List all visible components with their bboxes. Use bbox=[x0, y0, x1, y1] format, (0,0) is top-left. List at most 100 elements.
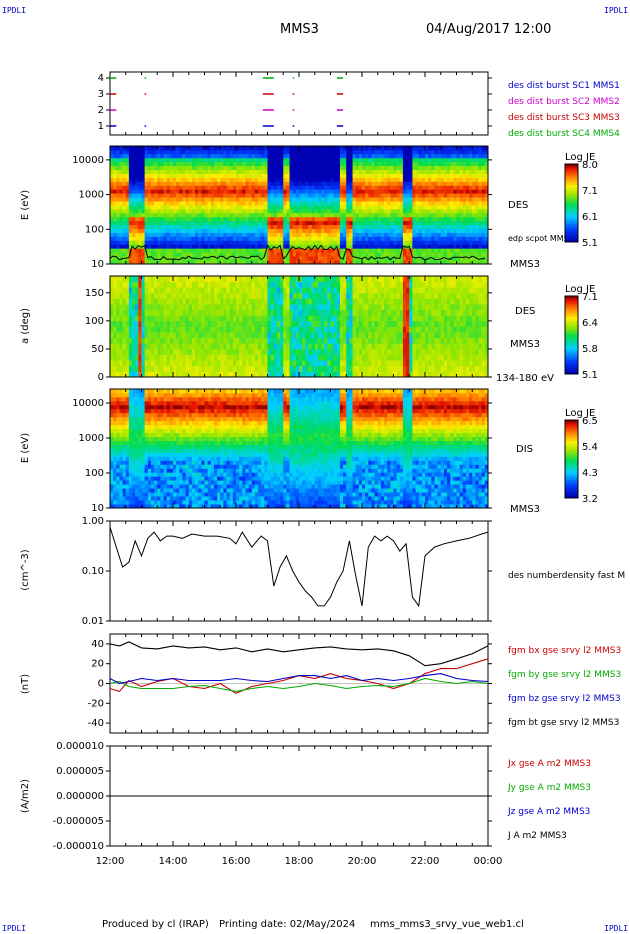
des_energy-cell bbox=[248, 146, 253, 151]
des_energy-cell bbox=[210, 169, 215, 174]
des_pitch-cell bbox=[302, 360, 306, 367]
des_energy-cell bbox=[387, 149, 391, 155]
des_pitch-cell bbox=[292, 281, 297, 288]
des_energy-cell bbox=[314, 169, 319, 174]
des_pitch-cell bbox=[210, 287, 215, 294]
des_pitch-cell bbox=[147, 354, 152, 361]
des_energy-cell bbox=[286, 216, 290, 222]
des_energy-cell bbox=[399, 149, 404, 155]
des_pitch-cell bbox=[229, 320, 234, 327]
des_energy-cell bbox=[425, 181, 429, 186]
des_energy-cell bbox=[144, 220, 149, 226]
des_energy-cell bbox=[207, 224, 212, 229]
des_energy-cell bbox=[308, 205, 312, 210]
des_pitch-cell bbox=[163, 332, 168, 339]
des_pitch-cell bbox=[198, 320, 202, 327]
des_pitch-cell bbox=[223, 320, 227, 327]
des_energy-cell bbox=[418, 181, 423, 186]
des_energy-cell bbox=[346, 193, 350, 198]
des_energy-cell bbox=[122, 216, 127, 222]
des_energy-cell bbox=[371, 212, 375, 218]
des_pitch-cell bbox=[141, 371, 146, 378]
des_energy-cell bbox=[232, 149, 237, 155]
des_energy-cell bbox=[144, 224, 149, 229]
des_pitch-cell bbox=[122, 326, 127, 333]
des_energy-cell bbox=[453, 220, 457, 226]
des_energy-cell bbox=[267, 248, 272, 253]
des_pitch-cell bbox=[254, 343, 259, 350]
des_pitch-cell bbox=[308, 287, 312, 294]
des_energy-cell bbox=[295, 181, 300, 186]
des_energy-cell bbox=[418, 208, 423, 214]
des_energy-cell bbox=[314, 177, 319, 182]
des_pitch-cell bbox=[236, 354, 240, 361]
des_energy-colorbar-cell bbox=[565, 189, 578, 192]
des_pitch-cell bbox=[289, 292, 294, 299]
des_energy-cell bbox=[412, 216, 416, 222]
des_pitch-cell bbox=[308, 281, 312, 288]
des_pitch-cell bbox=[270, 371, 275, 378]
des_energy-cell bbox=[431, 240, 435, 245]
burst-ytick-label: 4 bbox=[98, 73, 104, 84]
des_energy-cell bbox=[191, 153, 196, 159]
des_energy-cell bbox=[450, 177, 454, 182]
des_pitch-cell bbox=[220, 354, 224, 361]
des_energy-cell bbox=[314, 208, 319, 214]
des_energy-cell bbox=[418, 216, 423, 222]
des_energy-cell bbox=[295, 252, 300, 257]
des_pitch-cell bbox=[232, 315, 237, 322]
des_pitch-cell bbox=[204, 326, 209, 333]
des_pitch-cell bbox=[144, 354, 149, 361]
des_energy-cell bbox=[283, 193, 287, 198]
des_energy-cell bbox=[125, 260, 130, 265]
des_energy-cell bbox=[239, 193, 243, 198]
des_energy-cell bbox=[242, 228, 246, 233]
des_pitch-cell bbox=[311, 365, 316, 372]
des_energy-cell bbox=[305, 197, 309, 202]
des_energy-cell bbox=[314, 228, 319, 233]
des_energy-cell bbox=[261, 193, 265, 198]
des_energy-cell bbox=[201, 157, 205, 163]
des_energy-cell bbox=[270, 173, 275, 178]
des_energy-cell bbox=[459, 197, 464, 202]
des_energy-cell bbox=[169, 240, 174, 245]
des_energy-cell bbox=[481, 153, 486, 159]
des_energy-cell bbox=[116, 161, 120, 167]
des_energy-cell bbox=[437, 252, 442, 257]
des_energy-cell bbox=[346, 205, 350, 210]
des_energy-cell bbox=[317, 177, 322, 182]
des_energy-cell bbox=[132, 228, 136, 233]
des_pitch-cell bbox=[286, 326, 290, 333]
des_energy-cell bbox=[232, 201, 237, 206]
des_energy-cell bbox=[150, 169, 155, 174]
des_energy-cell bbox=[402, 216, 407, 222]
des_energy-cell bbox=[135, 181, 139, 186]
des_energy-cell bbox=[406, 161, 410, 167]
des_energy-cell bbox=[157, 173, 161, 178]
des_energy-cell bbox=[478, 252, 483, 257]
des_energy-cell bbox=[362, 252, 366, 257]
des_energy-cell bbox=[191, 201, 196, 206]
des_energy-cell bbox=[431, 149, 435, 155]
des_energy-cell bbox=[119, 236, 123, 241]
des_energy-cell bbox=[431, 252, 435, 257]
des_energy-cell bbox=[210, 165, 215, 170]
des_energy-cell bbox=[176, 189, 180, 194]
des_energy-cell bbox=[223, 185, 227, 190]
des_pitch-cell bbox=[242, 326, 246, 333]
des_energy-cell bbox=[453, 177, 457, 182]
des_energy-cell bbox=[434, 252, 438, 257]
des_energy-cell bbox=[226, 201, 231, 206]
des_pitch-cell bbox=[138, 315, 142, 322]
des_energy-cell bbox=[415, 256, 420, 261]
des_energy-cell bbox=[425, 149, 429, 155]
des_pitch-cell bbox=[302, 320, 306, 327]
des_pitch-cell bbox=[314, 354, 319, 361]
des_energy-cell bbox=[144, 165, 149, 170]
des_pitch-cell bbox=[185, 315, 190, 322]
des_energy-cell bbox=[217, 232, 221, 237]
des_energy-cell bbox=[207, 157, 212, 163]
des_pitch-cell bbox=[314, 315, 319, 322]
des_energy-cell bbox=[191, 169, 196, 174]
des_energy-cell bbox=[169, 236, 174, 241]
